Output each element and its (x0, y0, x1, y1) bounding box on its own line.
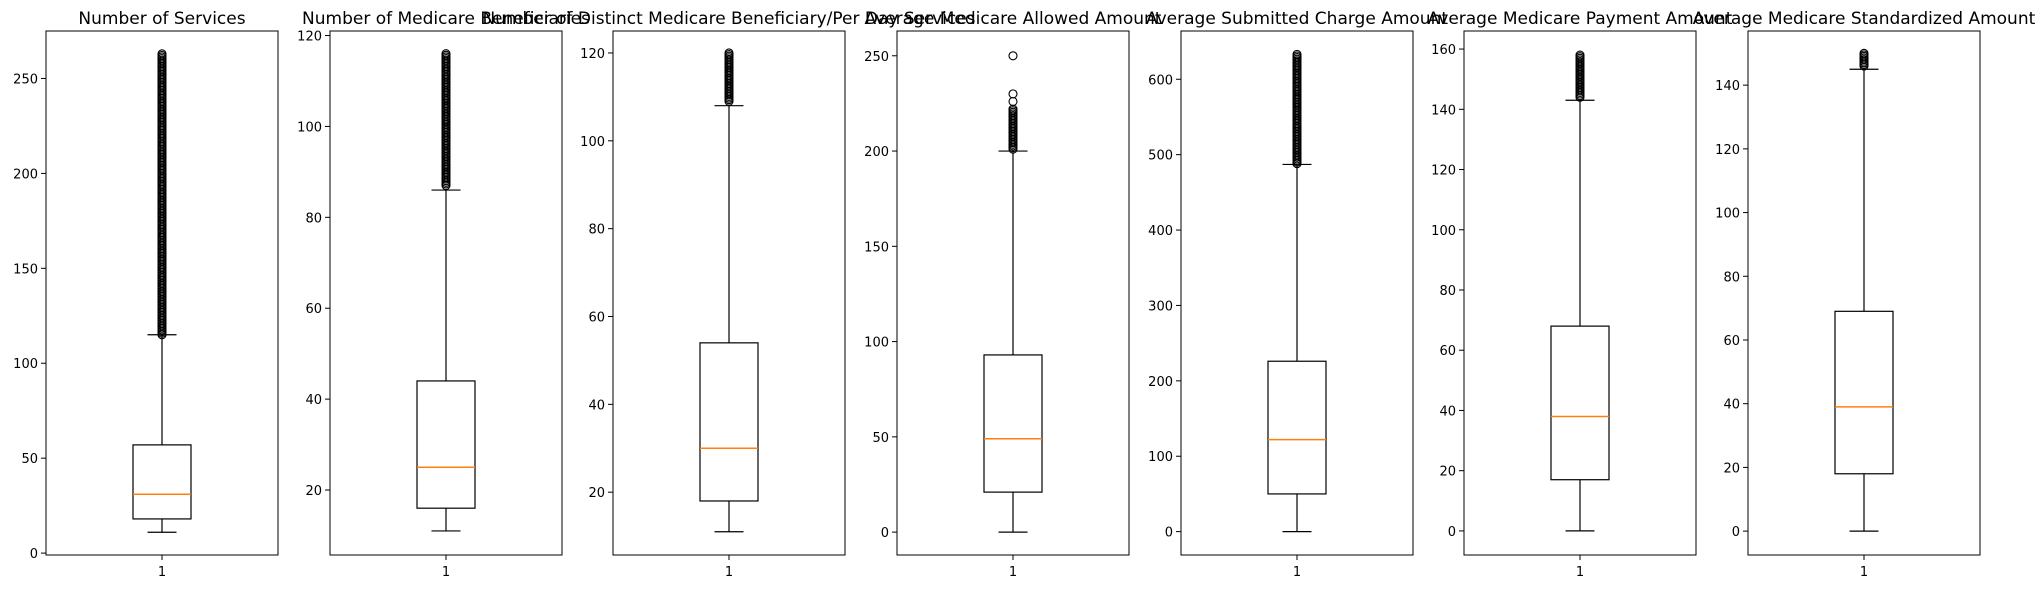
axes-frame (896, 30, 1130, 556)
x-tick-label: 1 (442, 565, 450, 580)
panel-title: Number of Distinct Medicare Beneficiary/… (482, 9, 975, 29)
axes-frame (1747, 30, 1981, 556)
panel-title: Average Medicare Payment Amount (1428, 9, 1733, 29)
boxplot-panel-1: Number of Services 0 50 100 150 200 250 1 (13, 9, 279, 580)
axes-frame (329, 30, 563, 556)
y-tick-label: 100 (580, 135, 605, 150)
axes-frame (45, 30, 279, 556)
y-tick-label: 300 (1148, 299, 1173, 314)
outlier-point (1859, 48, 1869, 58)
panel-title: Average Submitted Charge Amount (1146, 9, 1448, 29)
panel-title: Average Medicare Standardized Amount (1693, 9, 2036, 29)
y-tick-label: 160 (1431, 43, 1456, 58)
axes-frame (1180, 30, 1414, 556)
y-tick-label: 40 (588, 398, 605, 413)
y-tick-label: 80 (1723, 270, 1740, 285)
y-tick-label: 100 (864, 336, 889, 351)
y-tick-label: 0 (30, 547, 38, 562)
outlier-point (724, 48, 734, 58)
y-tick-label: 150 (864, 240, 889, 255)
outlier-point (1575, 50, 1585, 60)
y-tick-label: 60 (1723, 334, 1740, 349)
iqr-box (132, 444, 192, 520)
y-tick-label: 80 (1439, 284, 1456, 299)
outlier-point (1008, 89, 1018, 99)
y-tick-label: 600 (1148, 73, 1173, 88)
y-tick-label: 100 (1148, 450, 1173, 465)
y-tick-label: 250 (13, 72, 38, 87)
y-tick-label: 40 (1439, 404, 1456, 419)
boxplot-panel-4: Average Medicare Allowed Amount 0 50 100 150… (864, 9, 1162, 580)
iqr-box (416, 380, 476, 509)
y-tick-label: 80 (588, 223, 605, 238)
y-tick-label: 40 (305, 393, 322, 408)
y-tick-label: 80 (305, 211, 322, 226)
x-tick-label: 1 (1860, 565, 1868, 580)
outlier-point (441, 49, 451, 59)
y-tick-label: 40 (1723, 398, 1740, 413)
iqr-box (1267, 360, 1327, 495)
y-tick-label: 200 (1148, 375, 1173, 390)
iqr-box (699, 342, 759, 502)
y-tick-label: 50 (21, 452, 38, 467)
y-tick-label: 120 (1431, 164, 1456, 179)
y-tick-label: 150 (13, 262, 38, 277)
y-tick-label: 100 (297, 120, 322, 135)
outlier-point (157, 49, 167, 59)
y-tick-label: 60 (588, 310, 605, 325)
axes-frame (612, 30, 846, 556)
y-tick-label: 140 (1715, 79, 1740, 94)
y-tick-label: 0 (1448, 525, 1456, 540)
y-tick-label: 500 (1148, 149, 1173, 164)
y-tick-label: 120 (1715, 143, 1740, 158)
y-tick-label: 200 (864, 145, 889, 160)
panel-title: Number of Services (78, 9, 245, 29)
y-tick-label: 250 (864, 50, 889, 65)
y-tick-label: 0 (1165, 526, 1173, 541)
x-tick-label: 1 (1009, 565, 1017, 580)
y-tick-label: 100 (1431, 224, 1456, 239)
y-tick-label: 0 (881, 526, 889, 541)
y-tick-label: 20 (1723, 461, 1740, 476)
outlier-point (1292, 49, 1302, 59)
boxplot-panel-7: Average Medicare Standardized Amount 0 20 4… (1693, 9, 2036, 580)
y-tick-label: 60 (1439, 344, 1456, 359)
x-tick-label: 1 (1576, 565, 1584, 580)
y-tick-label: 0 (1732, 525, 1740, 540)
y-tick-label: 100 (13, 357, 38, 372)
boxplot-panel-2: Number of Medicare Beneficiaries 20 40 60 80… (297, 9, 590, 580)
y-tick-label: 60 (305, 302, 322, 317)
outlier-point (1008, 51, 1018, 61)
y-tick-label: 120 (580, 47, 605, 62)
y-tick-label: 100 (1715, 207, 1740, 222)
panel-title: Average Medicare Allowed Amount (865, 9, 1162, 29)
y-tick-label: 50 (872, 431, 889, 446)
boxplot-panel-3: Number of Distinct Medicare Beneficiary/… (482, 9, 975, 580)
axes-frame (1463, 30, 1697, 556)
y-tick-label: 20 (1439, 465, 1456, 480)
boxplot-panel-6: Average Medicare Payment Amount 0 20 40 60 80… (1428, 9, 1733, 580)
y-tick-label: 140 (1431, 103, 1456, 118)
x-tick-label: 1 (158, 565, 166, 580)
y-tick-label: 120 (297, 30, 322, 45)
outlier-point (1008, 96, 1018, 107)
y-tick-label: 20 (305, 484, 322, 499)
x-tick-label: 1 (725, 565, 733, 580)
boxplot-panel-5: Average Submitted Charge Amount 0 100 200 30… (1146, 9, 1448, 580)
panel-title: Number of Medicare Beneficiaries (302, 9, 590, 29)
iqr-box (983, 354, 1043, 493)
y-tick-label: 400 (1148, 224, 1173, 239)
iqr-box (1550, 325, 1610, 481)
iqr-box (1834, 310, 1894, 475)
y-tick-label: 20 (588, 486, 605, 501)
y-tick-label: 200 (13, 167, 38, 182)
x-tick-label: 1 (1293, 565, 1301, 580)
